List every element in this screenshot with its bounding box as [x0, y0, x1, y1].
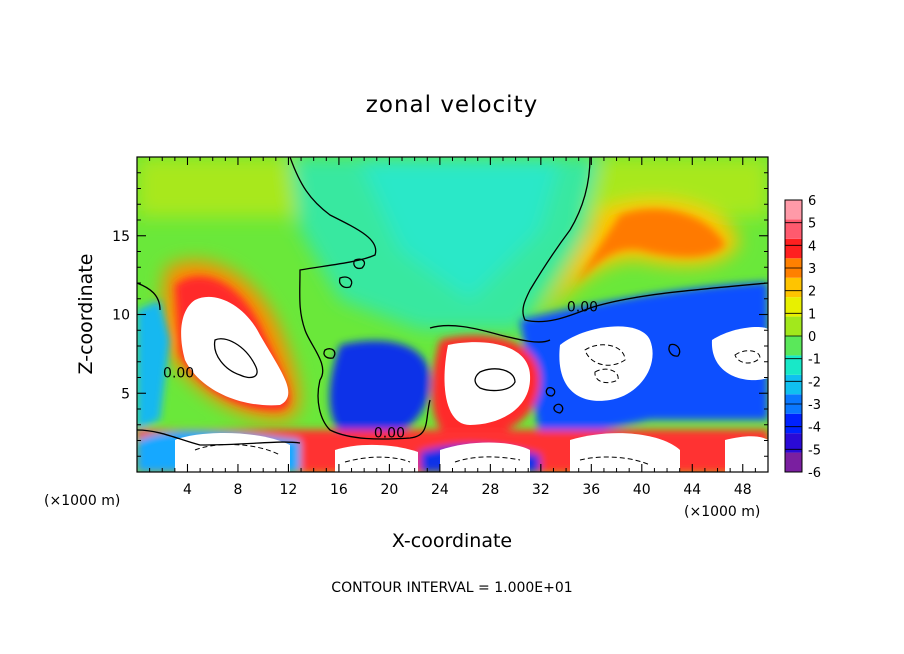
- y-tick-label-2: 15: [112, 229, 130, 245]
- colorbar-tick-label-3: 3: [808, 262, 816, 277]
- colorbar-tick-label-10: -4: [808, 421, 821, 436]
- colorbar-segment-9: [785, 277, 802, 298]
- colorbar-tick-label-2: 4: [808, 239, 816, 254]
- colorbar-tick-label-7: -1: [808, 353, 821, 368]
- chart-title: zonal velocity: [366, 92, 538, 118]
- x-tick-label-9: 40: [633, 482, 651, 498]
- x-tick-label-0: 4: [183, 482, 192, 498]
- contour-label-2: 0.00: [567, 299, 598, 315]
- z-unit-note: (×1000 m): [684, 504, 760, 520]
- field-right-jet-orange: [575, 209, 725, 285]
- colorbar: 6 5 4 3 2 1 0 -1 -2 -3 -4 -5 -6: [784, 194, 821, 481]
- colorbar-tick-label-4: 2: [808, 285, 816, 300]
- colorbar-segment-0: [785, 452, 802, 472]
- colorbar-tick-label-12: -6: [808, 466, 821, 481]
- velocity-field: [137, 157, 768, 472]
- x-tick-label-11: 48: [734, 482, 752, 498]
- field-westward-core: [360, 160, 560, 300]
- colorbar-segment-8: [785, 297, 802, 317]
- x-tick-label-5: 24: [431, 482, 449, 498]
- x-tick-label-2: 12: [280, 482, 298, 498]
- x-axis-label: X-coordinate: [392, 530, 512, 552]
- contour-dashed: [194, 344, 761, 466]
- colorbar-segment-4: [785, 374, 802, 395]
- x-tick-label-10: 44: [683, 482, 701, 498]
- y-axis-label: Z-coordinate: [75, 254, 97, 375]
- x-tick-label-4: 20: [380, 482, 398, 498]
- colorbar-segment-1: [785, 433, 802, 453]
- contour-labels: 0.00 0.00 0.00: [163, 299, 598, 441]
- y-tick-label-1: 10: [112, 308, 130, 324]
- colorbar-segment-13: [785, 200, 802, 220]
- contour-label-1: 0.00: [374, 425, 405, 441]
- colorbar-tick-label-0: 6: [808, 194, 816, 209]
- y-tick-label-0: 5: [121, 386, 130, 402]
- contour-interval-note: CONTOUR INTERVAL = 1.000E+01: [331, 580, 572, 596]
- colorbar-tick-label-11: -5: [808, 443, 821, 458]
- colorbar-tick-label-5: 1: [808, 307, 816, 322]
- colorbar-segment-12: [785, 219, 802, 239]
- colorbar-tick-label-9: -3: [808, 398, 821, 413]
- contour-lines: [137, 157, 768, 446]
- x-tick-label-8: 36: [582, 482, 600, 498]
- colorbar-segment-6: [785, 336, 802, 356]
- contour-label-0: 0.00: [163, 366, 194, 382]
- colorbar-tick-label-8: -2: [808, 375, 821, 390]
- x-tick-label-3: 16: [330, 482, 348, 498]
- colorbar-segment-11: [785, 238, 802, 259]
- x-unit-note: (×1000 m): [44, 493, 120, 509]
- field-blue-cell: [329, 340, 430, 440]
- colorbar-segment-7: [785, 316, 802, 336]
- x-tick-label-1: 8: [233, 482, 242, 498]
- colorbar-segment-2: [785, 413, 802, 434]
- field-white-cores: [175, 296, 768, 472]
- field-left-edge-cyan: [137, 300, 170, 430]
- colorbar-segment-5: [785, 355, 802, 375]
- colorbar-tick-label-6: 0: [808, 330, 816, 345]
- colorbar-tick-label-1: 5: [808, 217, 816, 232]
- x-tick-label-7: 32: [532, 482, 550, 498]
- x-tick-label-6: 28: [481, 482, 499, 498]
